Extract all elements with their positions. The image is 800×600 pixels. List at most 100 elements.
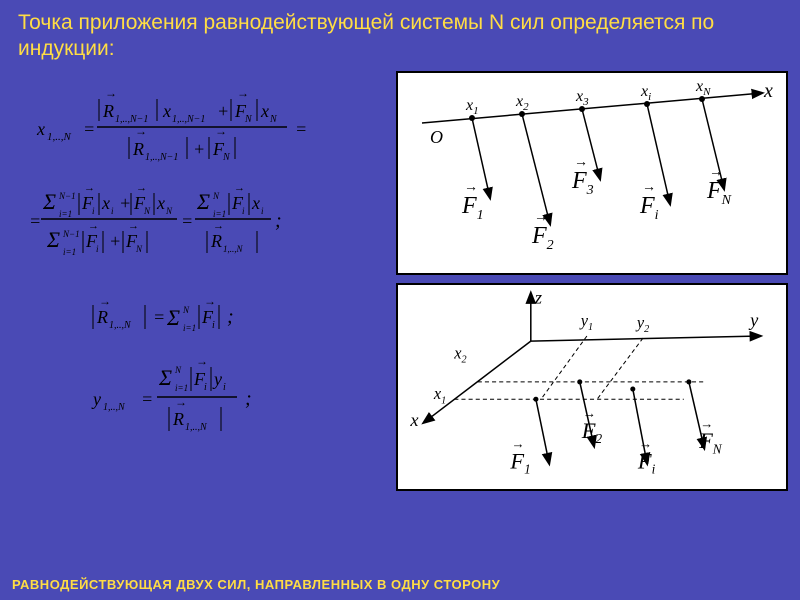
svg-text:x1: x1 — [465, 97, 479, 117]
svg-text:→: → — [464, 180, 478, 195]
svg-text:1,..,N: 1,..,N — [185, 422, 208, 433]
svg-text:N: N — [244, 114, 253, 125]
svg-text:x: x — [156, 193, 165, 213]
svg-text:i: i — [223, 382, 226, 393]
svg-text:x3: x3 — [575, 88, 589, 108]
svg-text:N: N — [212, 191, 220, 201]
svg-text:+: + — [109, 231, 121, 251]
svg-text:N: N — [143, 206, 151, 216]
svg-text:1,..,N: 1,..,N — [223, 244, 244, 254]
svg-text:x: x — [36, 119, 45, 139]
svg-text:y: y — [212, 369, 222, 389]
svg-text:→: → — [196, 355, 208, 368]
svg-text:→: → — [88, 220, 99, 232]
svg-text:x: x — [162, 101, 171, 121]
svg-text:x: x — [409, 409, 419, 429]
svg-text:R: R — [172, 409, 184, 429]
svg-text:N: N — [222, 152, 231, 163]
equations-column: x1,..,N = R1,..,N−1 x1,..,N−1 + FN xN → … — [12, 71, 386, 491]
svg-text:i: i — [111, 206, 114, 216]
svg-text:N: N — [135, 244, 143, 254]
svg-text:1,..,N−1: 1,..,N−1 — [172, 114, 205, 125]
equation-1: x1,..,N = R1,..,N−1 x1,..,N−1 + FN xN → … — [16, 77, 382, 277]
svg-text:→: → — [204, 295, 216, 308]
svg-text:x: x — [260, 101, 269, 121]
svg-text:FN: FN — [706, 178, 732, 208]
svg-text:+: + — [193, 139, 205, 159]
svg-text:i: i — [242, 206, 245, 216]
svg-text:=: = — [141, 389, 153, 409]
svg-text:;: ; — [275, 210, 282, 232]
svg-text:x1: x1 — [433, 384, 446, 406]
svg-text:→: → — [574, 155, 588, 170]
content-area: x1,..,N = R1,..,N−1 x1,..,N−1 + FN xN → … — [0, 67, 800, 491]
svg-text:F1: F1 — [509, 448, 530, 476]
svg-text:y2: y2 — [635, 312, 649, 334]
diagram-2d-forces: z y x y1y2 x2x1 F1→F2→Fi→FN→ — [396, 283, 788, 491]
svg-text:Σ: Σ — [158, 365, 172, 390]
svg-text:y1: y1 — [579, 310, 593, 332]
svg-text:→: → — [99, 295, 111, 308]
svg-text:R: R — [132, 139, 144, 159]
svg-text:Σ: Σ — [166, 305, 180, 330]
svg-text:→: → — [237, 86, 249, 100]
svg-text:i=1: i=1 — [59, 209, 72, 219]
svg-text:=: = — [295, 119, 307, 139]
svg-text:F3: F3 — [571, 168, 594, 198]
svg-text:R: R — [102, 101, 114, 121]
svg-text:;: ; — [227, 306, 234, 328]
svg-text:1,..,N: 1,..,N — [47, 131, 72, 143]
svg-text:→: → — [534, 210, 548, 225]
svg-text:x2: x2 — [515, 93, 529, 113]
svg-text:→: → — [234, 182, 245, 194]
svg-text:N−1: N−1 — [58, 191, 76, 201]
svg-text:→: → — [175, 395, 187, 409]
svg-text:F2: F2 — [581, 418, 603, 446]
svg-text:F2: F2 — [531, 223, 554, 253]
svg-text:Fi: Fi — [637, 448, 656, 476]
svg-text:→: → — [583, 405, 596, 420]
svg-text:i=1: i=1 — [183, 323, 196, 333]
svg-text:→: → — [709, 165, 723, 180]
svg-text:N: N — [182, 305, 190, 315]
svg-text:i: i — [261, 206, 264, 216]
svg-text:=: = — [153, 307, 165, 327]
svg-text:→: → — [511, 436, 524, 451]
svg-text:x2: x2 — [453, 343, 466, 365]
svg-text:i: i — [212, 320, 215, 331]
svg-text:N: N — [269, 114, 278, 125]
equation-3: y1,..,N = Σ N i=1 Fi yi → R1,..,N → ; — [16, 355, 382, 445]
svg-text:x: x — [763, 80, 773, 102]
svg-text:→: → — [136, 182, 147, 194]
svg-text:i=1: i=1 — [213, 209, 226, 219]
svg-text:N: N — [165, 206, 173, 216]
svg-text:1,..,N: 1,..,N — [103, 402, 126, 413]
svg-text:N: N — [174, 365, 182, 375]
svg-text:;: ; — [245, 388, 252, 410]
page-title: Точка приложения равнодействующей систем… — [0, 0, 800, 67]
svg-text:xi: xi — [640, 83, 651, 103]
svg-text:=: = — [181, 211, 193, 231]
svg-text:x: x — [101, 193, 110, 213]
svg-text:Σ: Σ — [196, 189, 210, 214]
svg-text:i=1: i=1 — [63, 247, 76, 257]
svg-text:i: i — [96, 244, 99, 254]
svg-text:+: + — [119, 193, 131, 213]
diagram-1d-forces: x O x1x2x3xixN F1→F2→F3→Fi→FN→ — [396, 71, 788, 275]
svg-text:1,..,N−1: 1,..,N−1 — [145, 152, 178, 163]
svg-text:y: y — [91, 389, 101, 409]
svg-text:→: → — [213, 220, 224, 232]
svg-text:O: O — [430, 127, 443, 147]
diagrams-column: x O x1x2x3xixN F1→F2→F3→Fi→FN→ z y x — [396, 71, 788, 491]
svg-text:y: y — [748, 309, 759, 329]
svg-text:Fi: Fi — [639, 193, 659, 223]
svg-text:z: z — [534, 287, 542, 307]
svg-text:R: R — [210, 231, 222, 251]
svg-text:i=1: i=1 — [175, 383, 188, 393]
svg-text:FN: FN — [698, 428, 723, 456]
svg-text:Σ: Σ — [46, 227, 60, 252]
svg-text:1,..,N: 1,..,N — [109, 320, 132, 331]
equation-2: R1,..,N → = Σ N i=1 Fi → ; — [16, 295, 382, 337]
svg-text:→: → — [642, 180, 656, 195]
svg-text:→: → — [215, 124, 227, 138]
